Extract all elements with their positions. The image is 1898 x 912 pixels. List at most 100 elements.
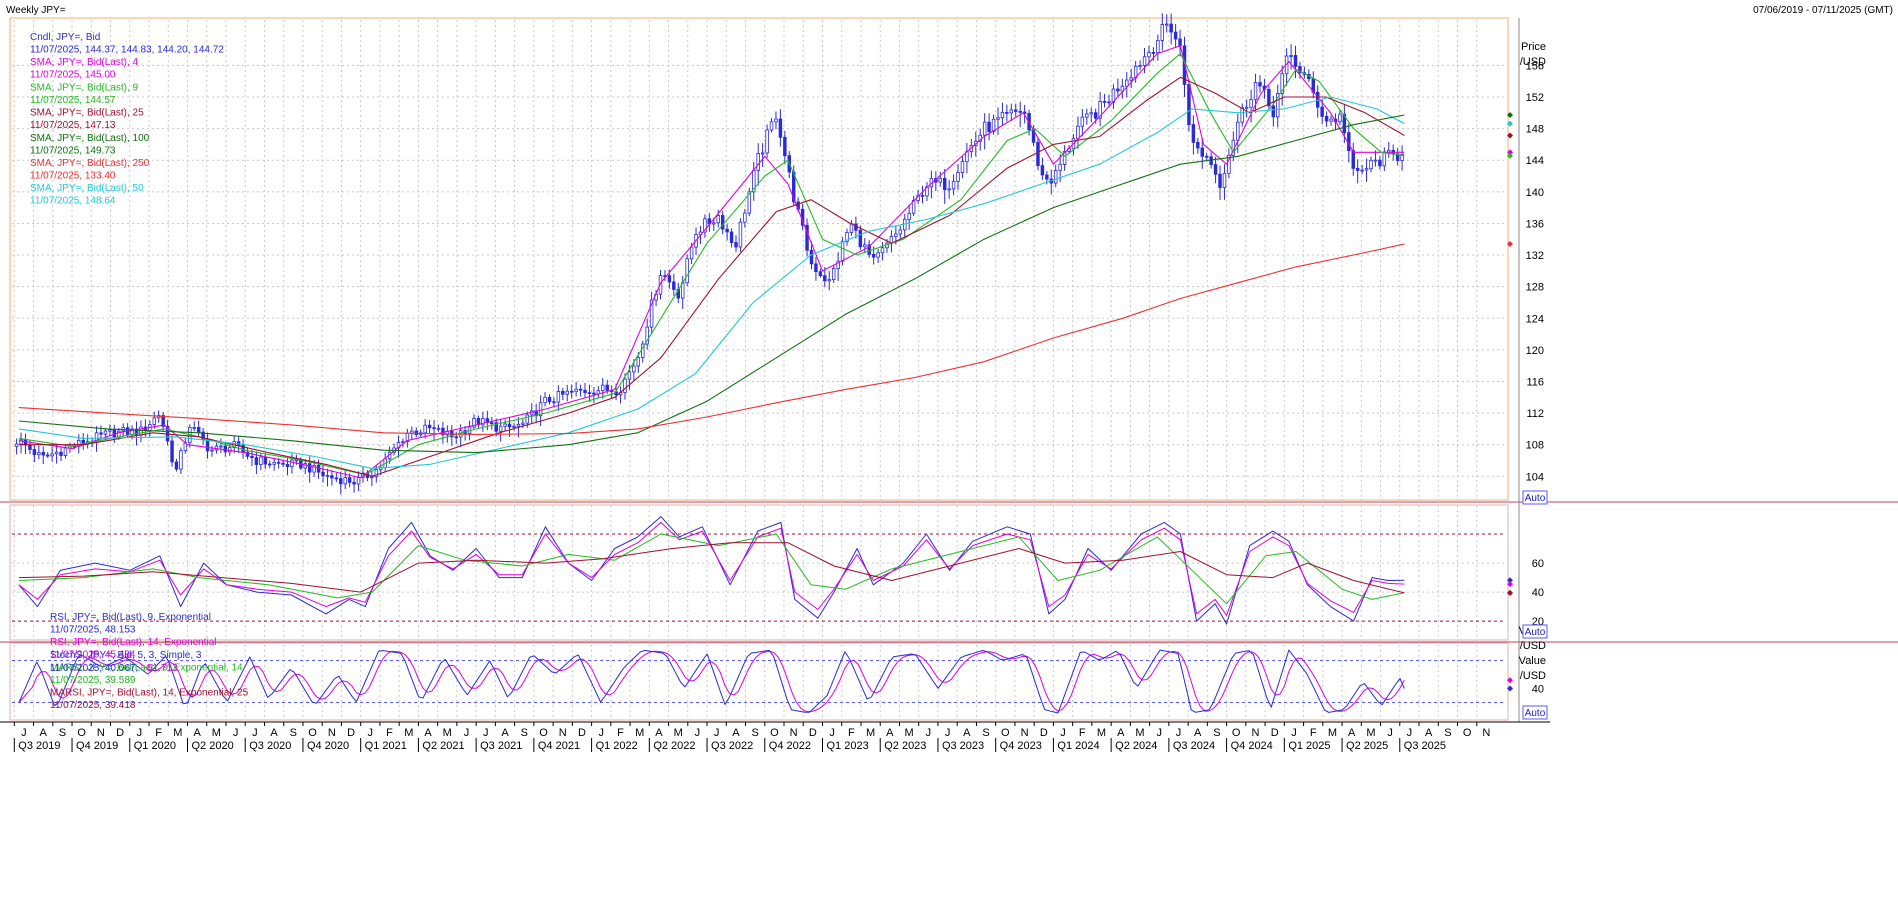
candle-body <box>1329 118 1333 122</box>
candle-body <box>738 221 743 248</box>
candle-body <box>601 384 605 392</box>
candle-body <box>507 423 512 428</box>
candle-body <box>205 439 210 452</box>
candle-body <box>871 253 876 258</box>
series-sma-4-line <box>18 45 1405 479</box>
series-rsi-9-line <box>18 516 1405 625</box>
candle-body <box>1040 165 1045 176</box>
candle-body <box>521 422 525 425</box>
candle-body <box>259 456 263 465</box>
candle-body <box>1093 112 1098 119</box>
candle-body <box>1289 55 1293 57</box>
month-tick-label: M <box>635 727 644 739</box>
candle-body <box>1147 52 1151 58</box>
candle-body <box>556 391 561 403</box>
candle-body <box>347 477 352 483</box>
quarter-tick-label: Q4 2021 <box>538 740 580 752</box>
candle-body <box>1080 116 1085 127</box>
candle-body <box>920 194 925 197</box>
stoch-d-line <box>18 650 1405 713</box>
candle-body <box>307 463 312 473</box>
candle-body <box>454 436 458 439</box>
quarter-tick-label: Q2 2024 <box>1115 740 1157 752</box>
candle-body <box>1364 168 1369 171</box>
month-tick-label: O <box>770 727 779 739</box>
candle-body <box>45 454 50 457</box>
candle-body <box>561 391 565 395</box>
price-tick-label: 148 <box>1526 124 1544 136</box>
month-tick-label: M <box>1366 727 1375 739</box>
price-tick-label: 116 <box>1526 376 1544 388</box>
candle-body <box>161 415 165 427</box>
candle-body <box>756 153 760 171</box>
candle-body <box>538 402 543 417</box>
candle-body <box>1298 66 1302 74</box>
candle-body <box>179 450 183 470</box>
month-tick-label: O <box>1463 727 1472 739</box>
candle-body <box>592 392 596 395</box>
month-tick-label: D <box>578 727 586 739</box>
candle-body <box>1338 113 1342 123</box>
month-tick-label: J <box>252 727 258 739</box>
month-tick-label: D <box>1271 727 1279 739</box>
month-tick-label: A <box>886 727 894 739</box>
candle-body <box>1227 154 1231 174</box>
stoch-legend-name: StochS, JPY=, Bid, 5, 3, Simple, 3 <box>50 650 202 661</box>
rsi-marker <box>1507 581 1513 588</box>
candle-body <box>103 430 108 435</box>
candle-body <box>285 463 290 468</box>
rsi-legend-name: MARSI, JPY=, Bid(Last), 14, Exponential,… <box>50 688 249 699</box>
candle-body <box>805 224 809 251</box>
candle-body <box>330 475 334 479</box>
price-tick-label: 140 <box>1526 187 1544 199</box>
price-marker <box>1507 240 1513 247</box>
candle-body <box>50 453 54 457</box>
month-tick-label: S <box>290 727 297 739</box>
candle-body <box>321 471 325 477</box>
candle-body <box>263 456 268 465</box>
candle-body <box>1009 109 1014 114</box>
month-tick-label: M <box>905 727 914 739</box>
candle-body <box>1191 124 1196 143</box>
candle-body <box>849 223 854 233</box>
candle-body <box>1169 23 1173 33</box>
candle-body <box>894 233 898 237</box>
candle-body <box>1165 23 1169 26</box>
quarter-tick-label: Q2 2023 <box>884 740 926 752</box>
candle-body <box>1249 99 1253 108</box>
candle-body <box>1076 125 1080 139</box>
month-tick-label: O <box>1001 727 1010 739</box>
candle-body <box>1200 147 1204 157</box>
candle-body <box>627 371 632 380</box>
price-marker <box>1507 149 1513 156</box>
candle-body <box>1222 172 1227 188</box>
month-tick-label: M <box>212 727 221 739</box>
candle-body <box>1116 88 1120 92</box>
candle-body <box>960 161 965 173</box>
candle-body <box>37 452 41 456</box>
candle-body <box>667 275 672 283</box>
candle-body <box>1178 38 1182 47</box>
candle-body <box>303 463 307 469</box>
candle-body <box>987 121 991 132</box>
month-tick-label: J <box>368 727 374 739</box>
price-tick-label: 156 <box>1526 60 1544 72</box>
candle-body <box>569 390 574 393</box>
price-tick-label: 136 <box>1526 218 1544 230</box>
stoch-tick-label: 40 <box>1532 684 1544 696</box>
candle-body <box>268 463 272 466</box>
auto-scale-label: Auto <box>1525 708 1546 719</box>
candle-body <box>1000 111 1005 119</box>
candle-body <box>472 418 476 428</box>
candle-body <box>605 384 609 391</box>
stoch-k-line <box>18 649 1405 714</box>
legend-entry-value: 11/07/2025, 145.00 <box>30 70 116 81</box>
price-marker <box>1507 120 1513 127</box>
series-sma-50-line <box>18 96 1405 469</box>
quarter-tick-label: Q3 2019 <box>18 740 60 752</box>
quarter-tick-label: Q1 2025 <box>1288 740 1330 752</box>
candle-body <box>290 459 294 468</box>
candle-body <box>1085 113 1089 118</box>
rsi-legend-value: 11/07/2025, 39.589 <box>50 675 136 686</box>
